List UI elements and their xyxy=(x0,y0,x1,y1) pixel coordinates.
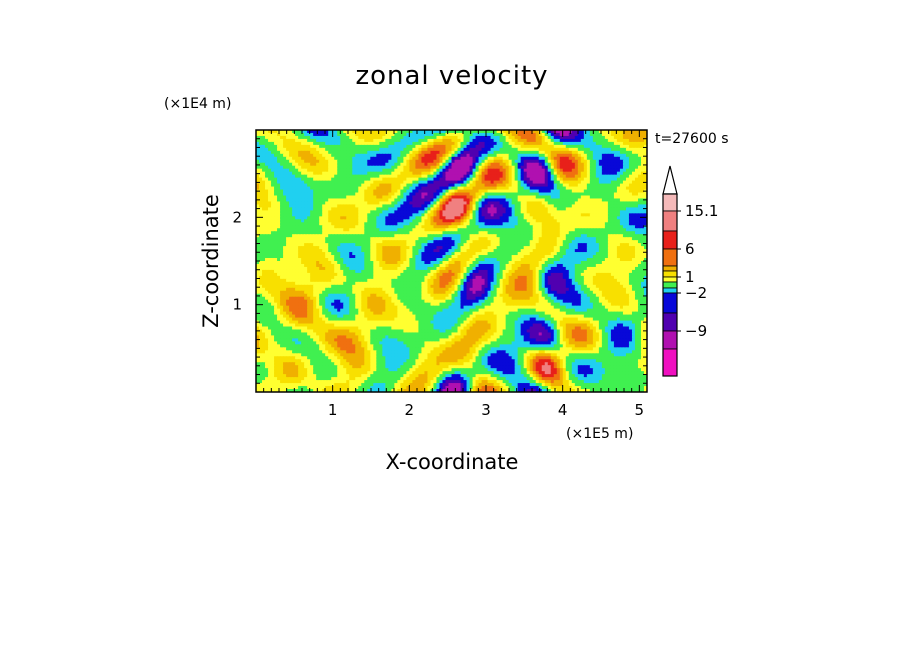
colorbar-band xyxy=(662,230,678,250)
colorbar-tick-label: −9 xyxy=(685,322,707,340)
colorbar-band xyxy=(662,265,678,272)
colorbar-band xyxy=(662,210,678,232)
colorbar: 15.1 6 1−2 −9 xyxy=(662,165,718,377)
y-axis: 12 xyxy=(232,138,647,384)
colorbar-band xyxy=(662,276,678,283)
colorbar-band xyxy=(662,287,678,294)
colorbar-band xyxy=(662,348,678,377)
colorbar-band xyxy=(662,330,678,350)
x-axis: 1 2 3 4 5 xyxy=(263,130,648,419)
y-axis-label: Z-coordinate xyxy=(199,194,223,328)
colorbar-band xyxy=(662,248,678,267)
colorbar-extend-arrow xyxy=(662,165,678,195)
colorbar-band xyxy=(662,292,678,314)
contour-field xyxy=(256,130,647,392)
colorbar-band xyxy=(662,270,678,278)
colorbar-tick-label: 6 xyxy=(685,240,695,258)
colorbar-band xyxy=(662,312,678,332)
colorbar-band xyxy=(662,281,678,289)
y-tick-label: 2 xyxy=(232,208,242,226)
colorbar-band xyxy=(662,193,678,212)
y-tick-label: 1 xyxy=(232,296,242,314)
time-label: t=27600 s xyxy=(655,131,729,147)
x-axis-label: X-coordinate xyxy=(386,450,519,474)
chart-title: zonal velocity xyxy=(355,61,548,91)
y-scale-label: (×1E4 m) xyxy=(164,96,231,112)
x-tick-label: 5 xyxy=(635,401,645,419)
x-tick-label: 2 xyxy=(405,401,415,419)
x-tick-label: 3 xyxy=(481,401,491,419)
x-tick-label: 1 xyxy=(328,401,338,419)
colorbar-tick-label: −2 xyxy=(685,284,707,302)
colorbar-tick-label: 1 xyxy=(685,268,695,286)
x-scale-label: (×1E5 m) xyxy=(566,426,633,442)
x-tick-label: 4 xyxy=(558,401,568,419)
colorbar-tick-label: 15.1 xyxy=(685,202,718,220)
